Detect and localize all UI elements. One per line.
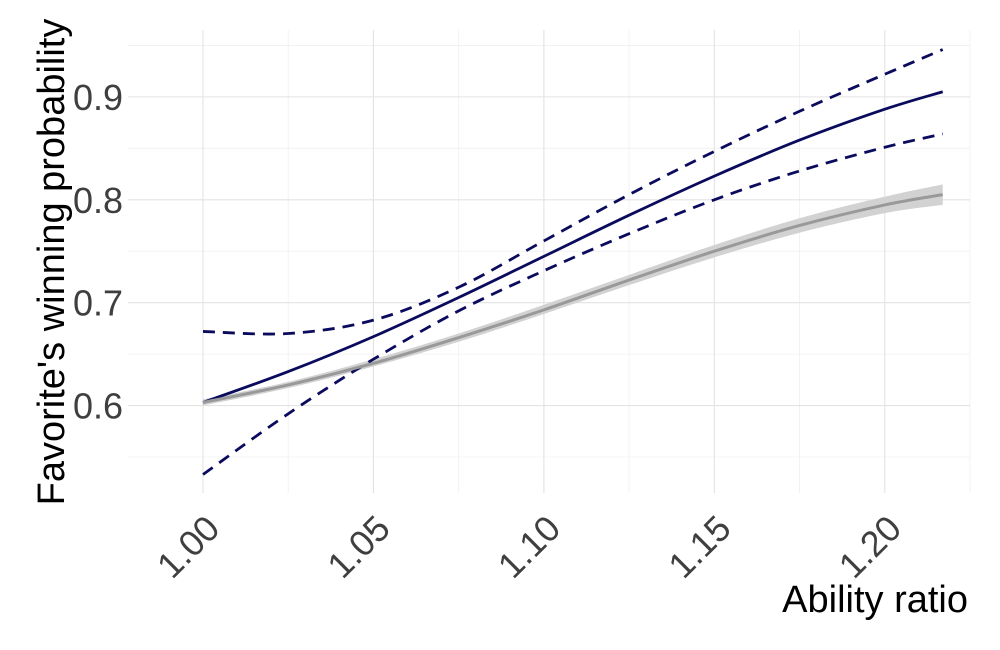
- x-tick-label: 1.20: [831, 507, 910, 586]
- gridlines: [128, 30, 971, 493]
- y-tick-label: 0.6: [73, 386, 123, 427]
- x-axis-title: Ability ratio: [782, 579, 968, 621]
- series-1-line: [202, 48, 944, 336]
- y-tick-label: 0.9: [73, 77, 123, 118]
- x-tick-label: 1.10: [490, 507, 569, 586]
- x-tick-label: 1.00: [149, 507, 228, 586]
- series-lines: [202, 48, 944, 476]
- y-tick-label: 0.8: [73, 180, 123, 221]
- series-2-line: [202, 132, 944, 476]
- y-tick-labels: 0.6 0.7 0.8 0.9: [73, 77, 123, 427]
- series-3-line: [202, 193, 943, 404]
- x-tick-labels: 1.00 1.05 1.10 1.15 1.20: [149, 507, 909, 586]
- series-3-confidence-band: [203, 184, 943, 406]
- x-tick-label: 1.15: [660, 507, 739, 586]
- y-axis-title: Favorite's winning probability: [31, 19, 73, 506]
- x-tick-label: 1.05: [319, 507, 398, 586]
- confidence-bands: [203, 184, 943, 406]
- y-tick-label: 0.7: [73, 283, 123, 324]
- series-0-line: [202, 90, 944, 404]
